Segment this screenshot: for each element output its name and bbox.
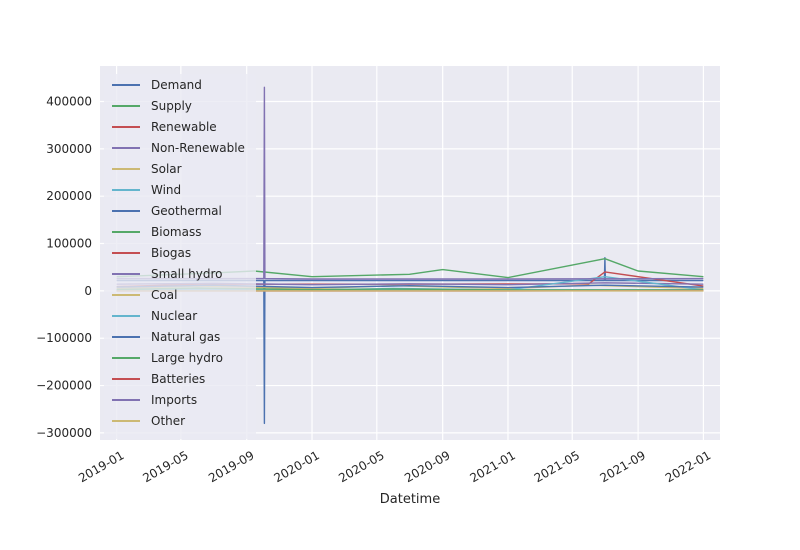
x-tick-label: 2021-09	[598, 448, 648, 485]
legend-label: Small hydro	[151, 267, 222, 281]
y-tick-label: −100000	[36, 331, 92, 345]
y-tick-label: 400000	[46, 95, 92, 109]
y-tick-label: −200000	[36, 379, 92, 393]
x-tick-label: 2020-05	[336, 448, 386, 485]
legend-label: Non-Renewable	[151, 141, 245, 155]
legend-label: Imports	[151, 393, 197, 407]
legend: Demand Supply Renewable Non-Renewable Solar W…	[104, 74, 256, 439]
x-tick-label: 2020-09	[402, 448, 452, 485]
x-axis-ticks: 2019-01 2019-05 2019-09 2020-01 2020-05 2020-…	[76, 448, 713, 485]
legend-label: Solar	[151, 162, 182, 176]
series-line-imports	[116, 86, 704, 280]
y-tick-label: 200000	[46, 189, 92, 203]
y-tick-label: 100000	[46, 237, 92, 251]
y-tick-label: 0	[84, 284, 92, 298]
x-tick-label: 2019-05	[140, 448, 190, 485]
legend-box	[104, 74, 256, 439]
legend-label: Geothermal	[151, 204, 222, 218]
x-tick-label: 2019-09	[206, 448, 256, 485]
x-axis-label: Datetime	[380, 492, 440, 507]
y-axis-ticks: −300000 −200000 −100000 0 100000 200000 300000…	[36, 95, 92, 440]
legend-label: Batteries	[151, 372, 205, 386]
x-tick-label: 2020-01	[271, 448, 321, 485]
legend-label: Biogas	[151, 246, 191, 260]
legend-label: Wind	[151, 183, 181, 197]
legend-label: Large hydro	[151, 351, 223, 365]
legend-label: Biomass	[151, 225, 201, 239]
y-tick-label: 300000	[46, 142, 92, 156]
x-tick-label: 2022-01	[663, 448, 713, 485]
y-tick-label: −300000	[36, 426, 92, 440]
legend-label: Nuclear	[151, 309, 197, 323]
x-tick-label: 2021-05	[532, 448, 582, 485]
legend-label: Natural gas	[151, 330, 220, 344]
legend-label: Renewable	[151, 120, 217, 134]
legend-label: Supply	[151, 99, 192, 113]
legend-label: Coal	[151, 288, 177, 302]
legend-label: Demand	[151, 78, 202, 92]
x-tick-label: 2021-01	[467, 448, 517, 485]
legend-label: Other	[151, 414, 185, 428]
x-tick-label: 2019-01	[76, 448, 126, 485]
